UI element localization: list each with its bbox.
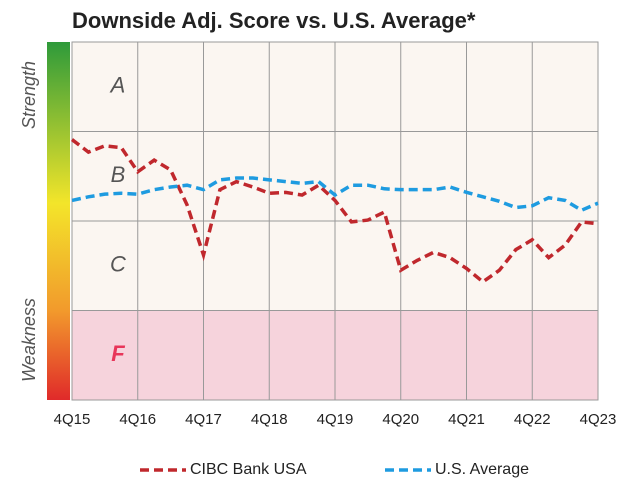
x-tick-label: 4Q20	[382, 411, 419, 428]
x-tick-label: 4Q18	[251, 411, 288, 428]
grade-label: B	[111, 162, 126, 187]
chart-title: Downside Adj. Score vs. U.S. Average*	[72, 8, 476, 33]
x-tick-label: 4Q15	[54, 411, 91, 428]
x-tick-label: 4Q19	[317, 411, 354, 428]
data-line	[71, 176, 599, 213]
grade-label: F	[111, 341, 125, 366]
x-tick-label: 4Q17	[185, 411, 222, 428]
x-tick-label: 4Q22	[514, 411, 551, 428]
score-gradient	[47, 42, 70, 400]
data-line	[70, 138, 599, 285]
x-tick-label: 4Q21	[448, 411, 485, 428]
legend-label: CIBC Bank USA	[190, 461, 307, 478]
legend-label: U.S. Average	[435, 461, 529, 478]
grade-label: A	[109, 73, 126, 98]
grade-label: C	[110, 252, 126, 277]
weakness-label: Weakness	[19, 298, 39, 382]
x-tick-label: 4Q23	[580, 411, 617, 428]
strength-label: Strength	[19, 61, 39, 129]
x-tick-label: 4Q16	[119, 411, 156, 428]
